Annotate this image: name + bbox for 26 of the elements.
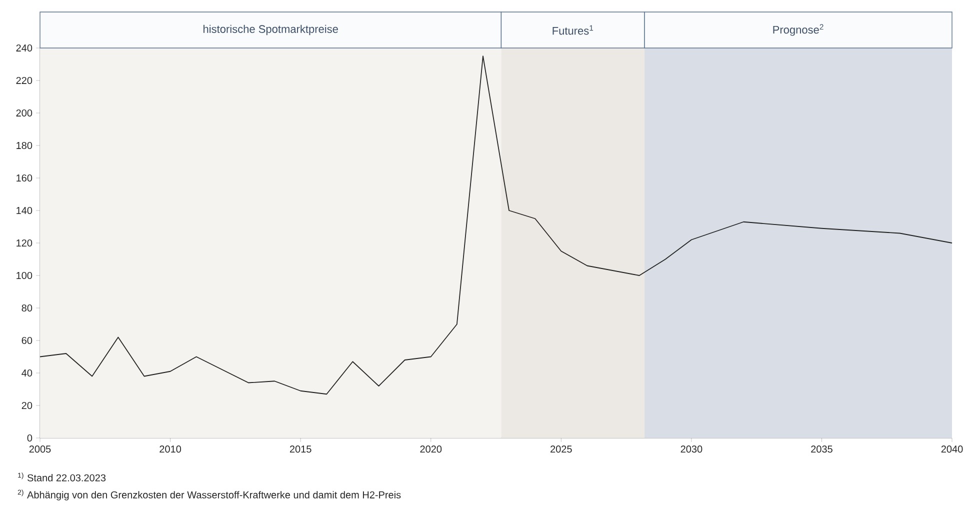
y-tick-label: 160 bbox=[16, 174, 32, 182]
band-label: historische Spotmarktpreise bbox=[204, 24, 338, 36]
text: $^{2)}$ Abhängig von den Grenzkosten der Wasserstoff-Kraftwerke und damit dem H2-Preis bbox=[18, 490, 401, 500]
y-tick-label: 60 bbox=[22, 336, 32, 344]
x-tick-label: 2005 bbox=[29, 446, 51, 453]
x-tick-label: 2015 bbox=[290, 446, 312, 453]
y-tick-label: 200 bbox=[16, 109, 32, 117]
band-label: Futures$^{1}$ bbox=[552, 25, 594, 35]
x-tick-label: 2020 bbox=[420, 446, 442, 453]
y-tick-label: 40 bbox=[22, 369, 32, 377]
y-tick-label: 20 bbox=[22, 402, 32, 410]
y-tick-label: 180 bbox=[16, 142, 32, 150]
y-tick-label: 120 bbox=[16, 239, 32, 247]
y-tick-label: 0 bbox=[27, 434, 32, 442]
y-tick-label: 240 bbox=[16, 44, 32, 52]
x-tick-label: 2040 bbox=[941, 446, 963, 453]
x-tick-label: 2035 bbox=[811, 446, 832, 453]
y-tick-label: 220 bbox=[16, 76, 32, 84]
x-tick-label: 2030 bbox=[680, 446, 702, 453]
text: $^{1)}$ Stand 22.03.2023 bbox=[18, 472, 106, 482]
y-tick-label: 140 bbox=[16, 206, 32, 214]
y-tick-label: 80 bbox=[22, 304, 32, 312]
x-tick-label: 2010 bbox=[160, 446, 182, 453]
band-label: Prognose$^{2}$ bbox=[773, 24, 824, 36]
y-tick-label: 100 bbox=[16, 272, 32, 280]
x-tick-label: 2025 bbox=[550, 446, 572, 453]
